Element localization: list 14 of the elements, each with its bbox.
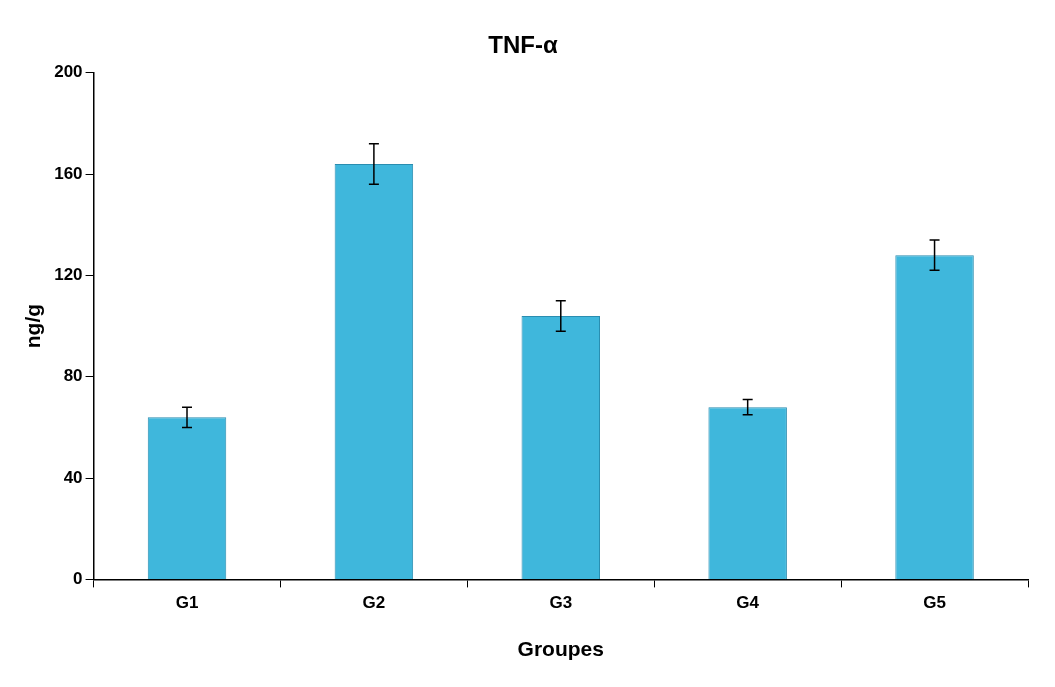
y-tick-label: 160 xyxy=(54,163,83,183)
x-tick-label: G1 xyxy=(175,593,199,613)
x-tick-label: G3 xyxy=(549,593,573,613)
y-tick-label: 80 xyxy=(63,366,83,386)
chart-title: TNF-α xyxy=(488,31,558,59)
x-axis-title: Groupes xyxy=(517,637,604,661)
y-tick-label: 120 xyxy=(54,265,83,285)
x-tick-label: G4 xyxy=(736,593,760,613)
x-tick-label: G2 xyxy=(362,593,386,613)
y-tick-label: 0 xyxy=(73,569,83,589)
y-tick-label: 40 xyxy=(63,467,83,487)
y-tick-label: 200 xyxy=(54,62,83,82)
x-tick-label: G5 xyxy=(923,593,946,613)
y-axis-title: ng/g xyxy=(21,303,45,349)
